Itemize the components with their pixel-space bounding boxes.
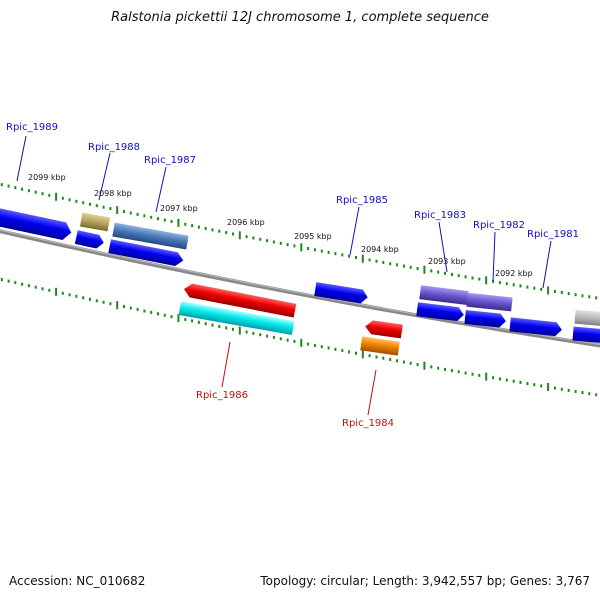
tick-label: 2092 kbp — [495, 269, 533, 278]
gene-rpic-1987b[interactable] — [108, 239, 184, 267]
tick-label: 2097 kbp — [160, 204, 198, 213]
label-rpic-1984[interactable]: Rpic_1984 — [342, 418, 394, 429]
gene-rpic-1989[interactable] — [0, 206, 73, 242]
label-rpic-1985[interactable]: Rpic_1985 — [336, 195, 388, 206]
gene-rpic-1986-red[interactable] — [183, 282, 297, 318]
label-rpic-1989[interactable]: Rpic_1989 — [6, 122, 58, 133]
label-rpic-1988[interactable]: Rpic_1988 — [88, 142, 140, 153]
tick-row-outer — [0, 183, 598, 300]
tick-label: 2095 kbp — [294, 232, 332, 241]
gene-rpic-1988b[interactable] — [74, 230, 105, 250]
tick-label: 2093 kbp — [428, 257, 466, 266]
gene-rpic-1985[interactable] — [314, 282, 369, 304]
gene-right-gray[interactable] — [574, 309, 600, 327]
tick-label: 2099 kbp — [28, 173, 66, 182]
label-rpic-1986[interactable]: Rpic_1986 — [196, 390, 248, 401]
label-rpic-1987[interactable]: Rpic_1987 — [144, 155, 196, 166]
gene-rpic-1982b[interactable] — [464, 309, 506, 328]
gene-right-blue[interactable] — [572, 326, 600, 344]
gene-rpic-1983[interactable] — [419, 285, 469, 305]
gene-rpic-1987[interactable] — [112, 222, 189, 250]
tick-label: 2098 kbp — [94, 189, 132, 198]
tick-row-inner — [0, 278, 598, 397]
gene-rpic-1984[interactable] — [360, 336, 400, 356]
label-rpic-1981[interactable]: Rpic_1981 — [527, 229, 579, 240]
gene-rpic-1983b[interactable] — [416, 302, 464, 322]
label-rpic-1982[interactable]: Rpic_1982 — [473, 220, 525, 231]
gene-rpic-1982[interactable] — [466, 292, 513, 312]
accession-label: Accession: NC_010682 — [9, 574, 146, 588]
map-title: Ralstonia pickettii 12J chromosome 1, co… — [111, 10, 489, 25]
gene-rpic-1986[interactable] — [178, 301, 295, 335]
summary-label: Topology: circular; Length: 3,942,557 bp… — [260, 574, 590, 588]
tick-label: 2096 kbp — [227, 218, 265, 227]
label-rpic-1983[interactable]: Rpic_1983 — [414, 210, 466, 221]
tick-label: 2094 kbp — [361, 245, 399, 254]
chromosome-backbone — [0, 229, 600, 348]
gene-rpic-1981[interactable] — [509, 317, 562, 337]
gene-rpic-1988[interactable] — [79, 212, 111, 232]
gene-rpic-1984-red[interactable] — [364, 319, 403, 339]
